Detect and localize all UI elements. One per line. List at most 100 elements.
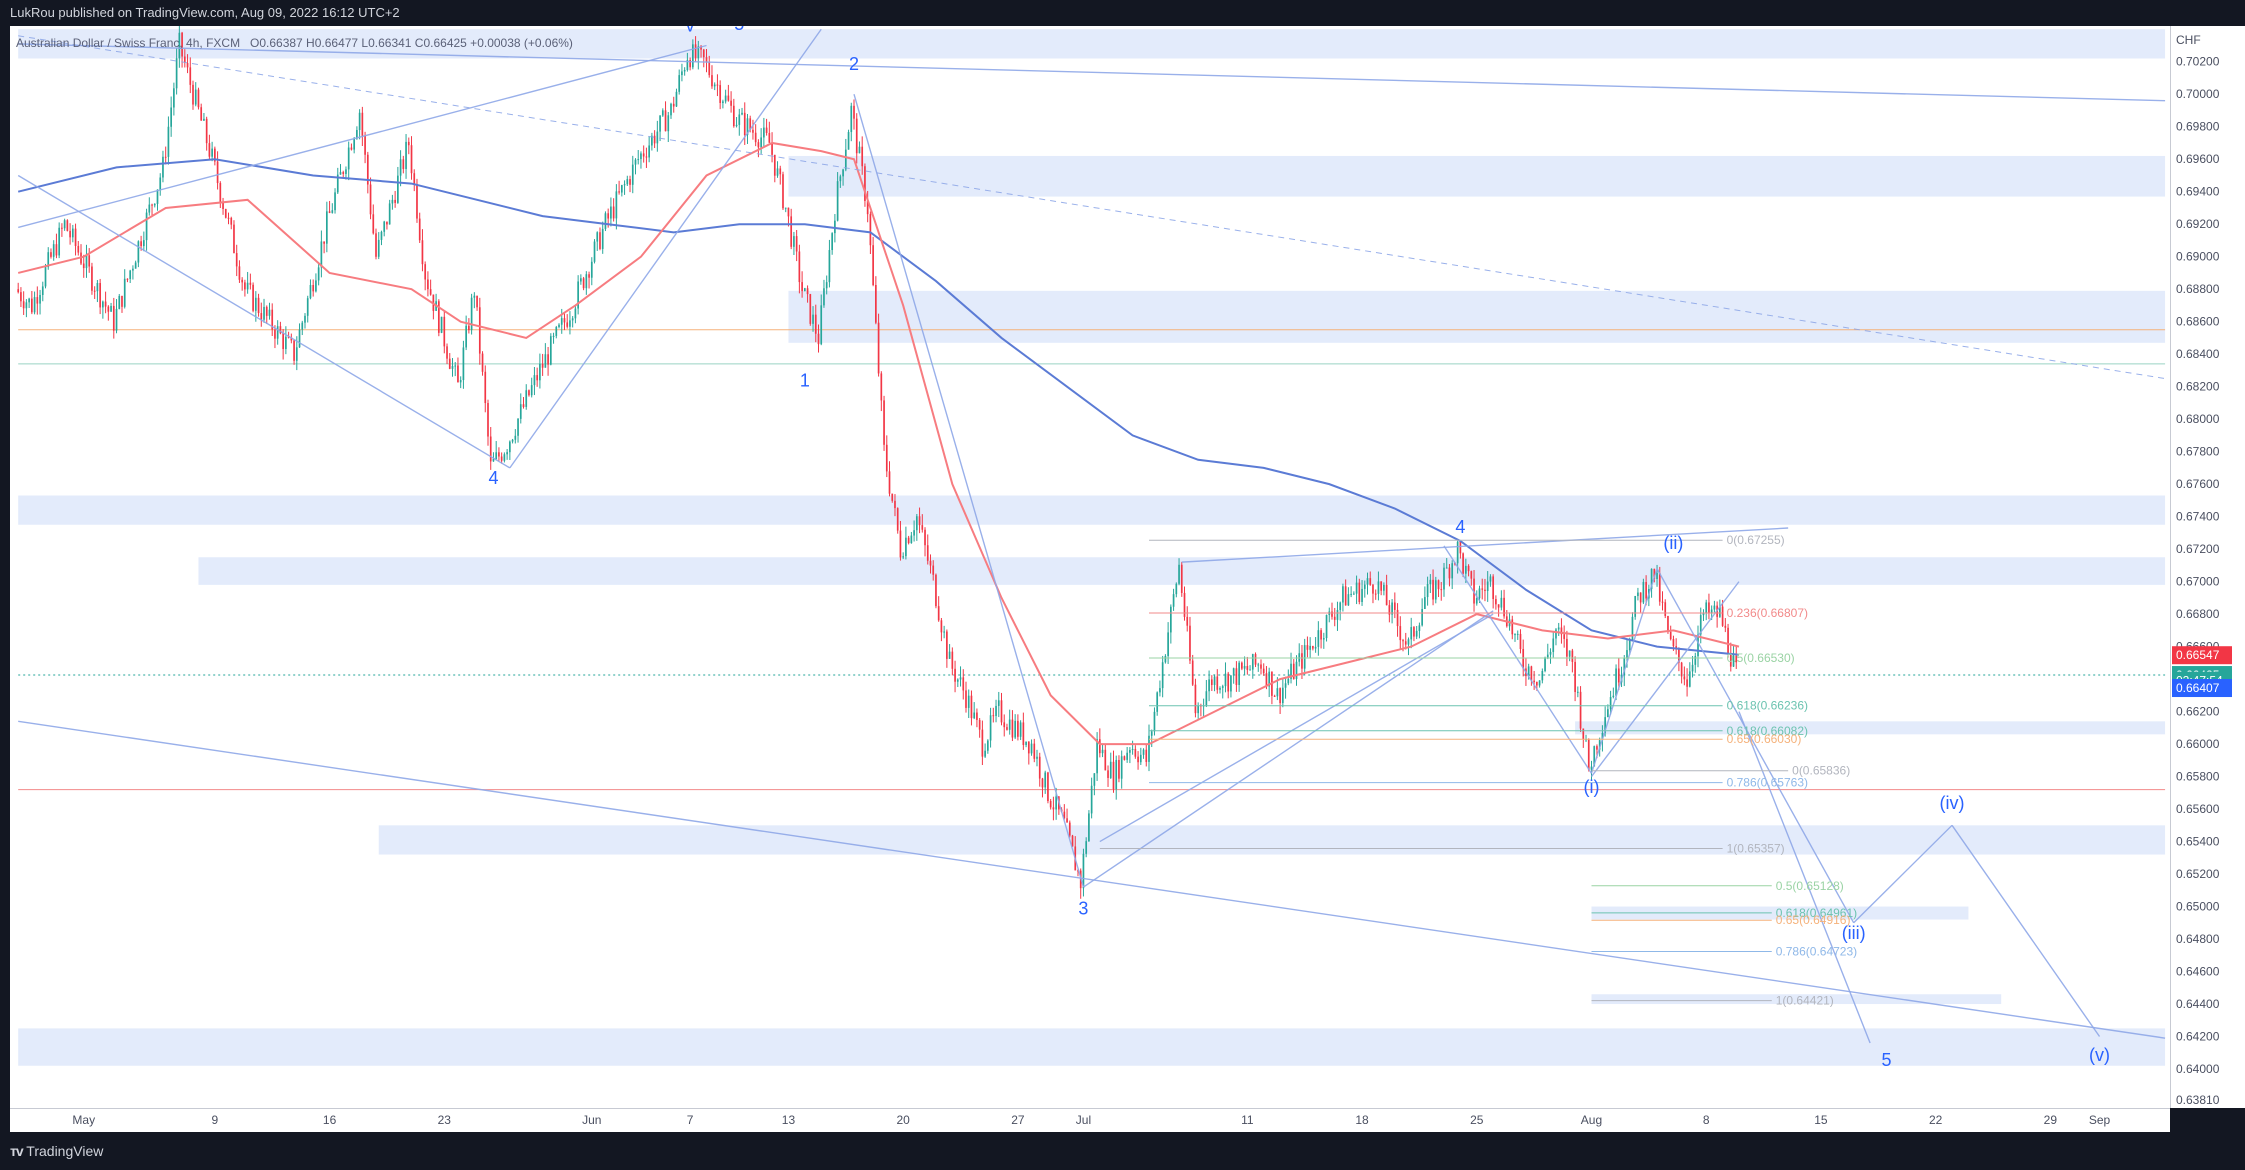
- candle-body: [1410, 627, 1413, 640]
- candle-body: [1262, 668, 1265, 674]
- candle-body: [1186, 616, 1189, 626]
- candle-body: [298, 329, 301, 348]
- candle-body: [798, 251, 801, 283]
- candle-body: [1052, 807, 1055, 810]
- candle-body: [746, 118, 749, 136]
- trendline: [1590, 581, 1740, 777]
- candle-body: [413, 173, 416, 184]
- candle-body: [787, 207, 790, 217]
- price-tick-label: 0.69200: [2176, 217, 2220, 231]
- time-tick-label: 15: [1814, 1113, 1828, 1127]
- chart-legend-ohlc: O0.66387 H0.66477 L0.66341 C0.66425 +0.0…: [250, 36, 573, 50]
- candle-body: [817, 333, 820, 345]
- candle-body: [1049, 801, 1052, 808]
- trendline: [1443, 545, 1593, 774]
- footer-bar: ᴛᴠ TradingView: [0, 1132, 2245, 1170]
- candle-body: [1109, 761, 1112, 778]
- candle-body: [692, 44, 694, 68]
- support-resistance-zone: [1591, 994, 2002, 1005]
- time-axis[interactable]: [10, 1108, 2170, 1133]
- candle-body: [1241, 662, 1243, 669]
- candle-body: [1500, 597, 1503, 608]
- elliott-wave-label: v: [686, 16, 695, 36]
- candle-body: [1161, 662, 1164, 689]
- candle-body: [563, 318, 566, 323]
- footer-brand[interactable]: TradingView: [26, 1143, 104, 1159]
- price-tick-label: 0.69000: [2176, 250, 2220, 264]
- candle-body: [1361, 588, 1363, 602]
- candle-body: [372, 214, 375, 234]
- candle-body: [1115, 759, 1118, 790]
- candle-body: [388, 203, 391, 225]
- candle-body: [1066, 818, 1068, 823]
- candle-body: [642, 153, 645, 157]
- candle-body: [323, 241, 325, 244]
- candle-body: [66, 220, 69, 231]
- candle-body: [910, 535, 913, 544]
- fib-level-label: 0.65(0.64916): [1776, 913, 1851, 927]
- candle-body: [69, 230, 71, 238]
- candle-body: [1194, 684, 1197, 714]
- elliott-wave-label: 3: [1078, 899, 1088, 919]
- candle-body: [951, 651, 954, 669]
- candle-body: [170, 107, 172, 127]
- candle-body: [315, 280, 317, 292]
- candle-body: [1159, 688, 1161, 693]
- candle-body: [353, 138, 356, 150]
- candle-body: [99, 283, 101, 308]
- candle-body: [629, 179, 631, 185]
- candle-body: [181, 32, 183, 57]
- candle-body: [1317, 630, 1320, 647]
- fib-level-label: 0.786(0.65763): [1727, 776, 1808, 790]
- candle-body: [162, 156, 164, 178]
- candle-body: [1325, 615, 1328, 639]
- candle-body: [1735, 655, 1738, 663]
- trendline: [18, 44, 707, 229]
- time-tick-label: 13: [782, 1113, 796, 1127]
- candle-body: [902, 556, 905, 558]
- candle-body: [995, 705, 997, 716]
- candle-body: [522, 404, 525, 407]
- candle-body: [383, 221, 386, 232]
- time-tick-label: 18: [1355, 1113, 1369, 1127]
- candle-body: [358, 112, 361, 131]
- candle-body: [276, 326, 279, 339]
- candle-body: [1249, 669, 1251, 671]
- candle-body: [1732, 655, 1735, 667]
- price-tag: [2172, 646, 2232, 665]
- tradingview-logo[interactable]: ᴛᴠ: [10, 1143, 24, 1159]
- candle-body: [506, 452, 508, 455]
- candle-body: [519, 404, 522, 419]
- fib-level-label: 0.5(0.66530): [1727, 651, 1795, 665]
- candle-body: [1451, 563, 1454, 579]
- candle-body: [1727, 627, 1729, 654]
- candle-body: [735, 124, 738, 127]
- fib-level-label: 0.5(0.65128): [1776, 879, 1844, 893]
- candle-body: [1612, 695, 1615, 698]
- candle-body: [580, 278, 582, 282]
- price-axis[interactable]: [2170, 26, 2245, 1108]
- candle-body: [1557, 627, 1560, 630]
- candle-body: [1033, 743, 1036, 759]
- candle-body: [771, 142, 773, 155]
- candle-body: [317, 267, 320, 281]
- candle-body: [921, 525, 924, 530]
- candle-body: [1546, 654, 1549, 658]
- candle-body: [1653, 568, 1656, 579]
- candle-body: [651, 135, 653, 146]
- candle-body: [249, 282, 252, 285]
- candle-body: [55, 244, 58, 256]
- candle-body: [1197, 705, 1200, 714]
- candle-body: [823, 288, 825, 306]
- candle-body: [831, 233, 834, 251]
- candle-body: [142, 240, 145, 247]
- candle-body: [1303, 645, 1306, 669]
- candle-body: [1560, 627, 1563, 635]
- candle-body: [205, 118, 208, 144]
- candle-body: [773, 154, 776, 176]
- candle-body: [875, 285, 877, 323]
- candle-body: [1372, 584, 1374, 594]
- candle-body: [424, 264, 427, 280]
- candle-body: [1637, 592, 1639, 597]
